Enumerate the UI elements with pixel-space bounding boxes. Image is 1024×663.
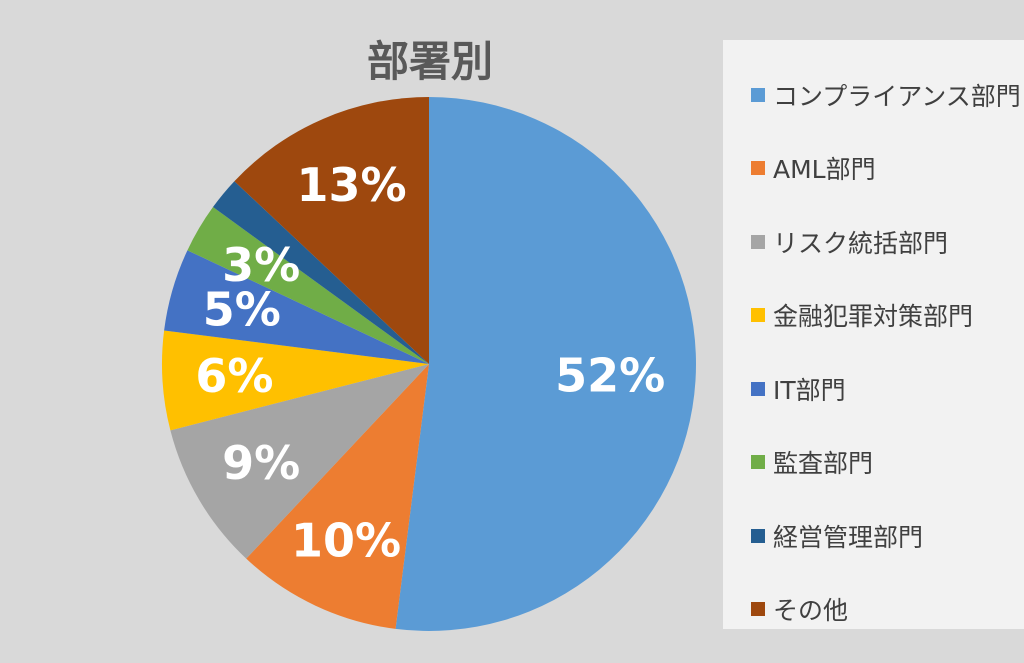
- legend-item: その他: [723, 573, 1024, 647]
- pie-slice: [164, 250, 429, 364]
- legend-label: 監査部門: [773, 449, 874, 479]
- legend-swatch: [751, 234, 765, 249]
- chart-title: 部署別: [366, 37, 493, 86]
- slice-label: 5%: [203, 283, 281, 337]
- legend: コンプライアンス部門 AML部門リスク統括部門 金融犯罪対策部門 IT部門監査部門経営…: [723, 40, 1024, 629]
- legend-swatch: [751, 602, 765, 617]
- pie-slice: [395, 97, 696, 631]
- legend-item: 金融犯罪対策部門: [723, 279, 1024, 353]
- legend-item: IT部門: [723, 352, 1024, 426]
- slice-label: 10%: [291, 513, 401, 567]
- pie-slice: [246, 364, 429, 629]
- pie-slice: [212, 181, 429, 364]
- legend-swatch: [751, 381, 765, 396]
- legend-label: IT部門: [773, 375, 846, 405]
- legend-label: リスク統括部門: [773, 228, 949, 258]
- slice-label: 6%: [195, 349, 273, 403]
- slice-label: 3%: [222, 238, 300, 292]
- legend-label: AML部門: [773, 155, 876, 185]
- legend-label: その他: [773, 596, 849, 626]
- pie-slice: [187, 207, 429, 364]
- slice-label: 52%: [555, 348, 665, 402]
- legend-swatch: [751, 308, 765, 323]
- legend-label: 経営管理部門: [773, 522, 924, 552]
- legend-item: 監査部門: [723, 426, 1024, 500]
- legend-item: 経営管理部門: [723, 499, 1024, 573]
- pie-slice: [161, 330, 429, 431]
- pie-slice: [170, 364, 429, 559]
- slice-label: 13%: [297, 158, 407, 212]
- legend-swatch: [751, 161, 765, 176]
- legend-swatch: [751, 87, 765, 102]
- legend-item: リスク統括部門: [723, 205, 1024, 279]
- legend-label: コンプライアンス部門: [773, 81, 1021, 111]
- slice-label: 9%: [222, 436, 300, 490]
- legend-swatch: [751, 528, 765, 543]
- legend-label: 金融犯罪対策部門: [773, 302, 974, 332]
- legend-item: AML部門: [723, 132, 1024, 206]
- legend-swatch: [751, 455, 765, 470]
- legend-item: コンプライアンス部門: [723, 58, 1024, 132]
- pie-slice: [234, 97, 429, 364]
